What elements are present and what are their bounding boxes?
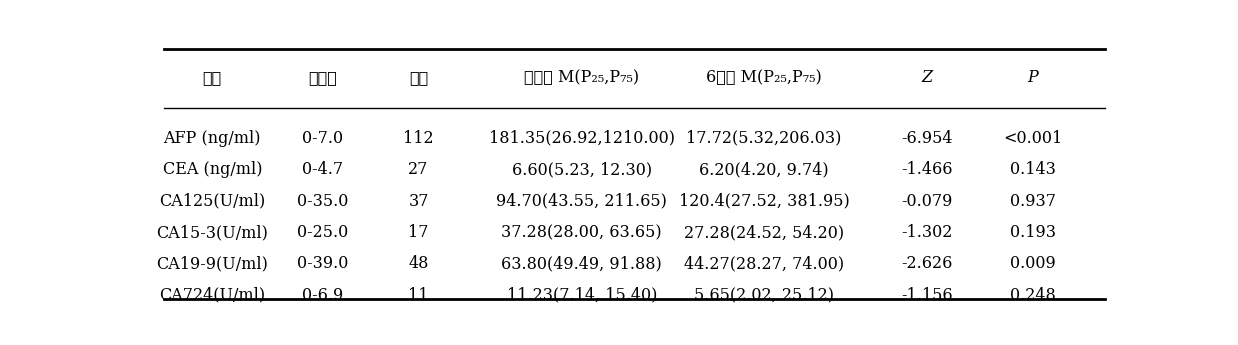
Text: 例数: 例数	[409, 69, 428, 86]
Text: 17.72(5.32,206.03): 17.72(5.32,206.03)	[686, 130, 842, 147]
Text: 6.20(4.20, 9.74): 6.20(4.20, 9.74)	[699, 161, 828, 178]
Text: 0-39.0: 0-39.0	[297, 255, 348, 272]
Text: 0-7.0: 0-7.0	[302, 130, 343, 147]
Text: CA724(U/ml): CA724(U/ml)	[160, 287, 265, 304]
Text: 0.248: 0.248	[1010, 287, 1056, 304]
Text: -0.079: -0.079	[901, 193, 953, 209]
Text: P: P	[1028, 69, 1037, 86]
Text: 0-4.7: 0-4.7	[302, 161, 343, 178]
Text: 0-25.0: 0-25.0	[297, 224, 348, 241]
Text: -6.954: -6.954	[901, 130, 953, 147]
Text: CA19-9(U/ml): CA19-9(U/ml)	[156, 255, 269, 272]
Text: -1.156: -1.156	[901, 287, 953, 304]
Text: CEA (ng/ml): CEA (ng/ml)	[162, 161, 262, 178]
Text: 0.143: 0.143	[1010, 161, 1056, 178]
Text: 11: 11	[409, 287, 428, 304]
Text: 治疗前 M(P₂₅,P₇₅): 治疗前 M(P₂₅,P₇₅)	[524, 69, 639, 86]
Text: 6.60(5.23, 12.30): 6.60(5.23, 12.30)	[511, 161, 651, 178]
Text: 0.009: 0.009	[1010, 255, 1056, 272]
Text: AFP (ng/ml): AFP (ng/ml)	[163, 130, 261, 147]
Text: 37: 37	[409, 193, 428, 209]
Text: 17: 17	[409, 224, 428, 241]
Text: 5.65(2.02, 25.12): 5.65(2.02, 25.12)	[695, 287, 834, 304]
Text: 0-35.0: 0-35.0	[297, 193, 348, 209]
Text: 0.937: 0.937	[1010, 193, 1056, 209]
Text: -1.302: -1.302	[901, 224, 953, 241]
Text: -2.626: -2.626	[901, 255, 953, 272]
Text: CA15-3(U/ml): CA15-3(U/ml)	[156, 224, 269, 241]
Text: 120.4(27.52, 381.95): 120.4(27.52, 381.95)	[678, 193, 849, 209]
Text: 63.80(49.49, 91.88): 63.80(49.49, 91.88)	[501, 255, 662, 272]
Text: 112: 112	[404, 130, 433, 147]
Text: Z: Z	[921, 69, 932, 86]
Text: 指标: 指标	[203, 69, 222, 86]
Text: 参考值: 参考值	[308, 69, 337, 86]
Text: -1.466: -1.466	[901, 161, 953, 178]
Text: 48: 48	[409, 255, 428, 272]
Text: 37.28(28.00, 63.65): 37.28(28.00, 63.65)	[501, 224, 662, 241]
Text: 0.193: 0.193	[1010, 224, 1056, 241]
Text: 94.70(43.55, 211.65): 94.70(43.55, 211.65)	[496, 193, 667, 209]
Text: 44.27(28.27, 74.00): 44.27(28.27, 74.00)	[683, 255, 844, 272]
Text: 6个月 M(P₂₅,P₇₅): 6个月 M(P₂₅,P₇₅)	[706, 69, 822, 86]
Text: CA125(U/ml): CA125(U/ml)	[160, 193, 265, 209]
Text: 11.23(7.14, 15.40): 11.23(7.14, 15.40)	[506, 287, 657, 304]
Text: 27: 27	[409, 161, 428, 178]
Text: <0.001: <0.001	[1003, 130, 1062, 147]
Text: 0-6.9: 0-6.9	[302, 287, 343, 304]
Text: 181.35(26.92,1210.00): 181.35(26.92,1210.00)	[489, 130, 675, 147]
Text: 27.28(24.52, 54.20): 27.28(24.52, 54.20)	[683, 224, 844, 241]
